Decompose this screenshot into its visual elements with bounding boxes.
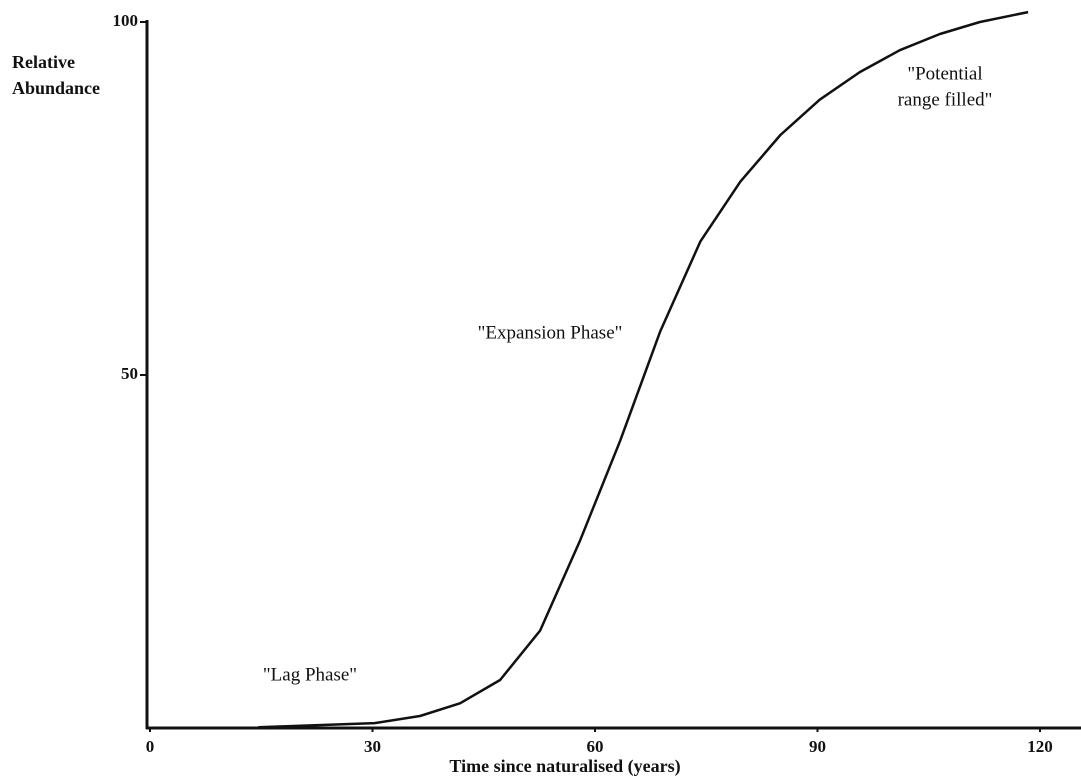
y-axis-label: Abundance — [12, 78, 100, 98]
x-tick-label: 90 — [809, 737, 826, 756]
x-tick-label: 30 — [364, 737, 381, 756]
annotation: range filled" — [898, 89, 993, 110]
x-tick-label: 120 — [1027, 737, 1053, 756]
y-tick-label: 100 — [113, 11, 139, 30]
curve — [258, 10, 1029, 729]
y-tick-label: 50 — [121, 364, 138, 383]
y-axis-label: Relative — [12, 52, 75, 72]
x-tick-label: 0 — [146, 737, 155, 756]
x-tick-label: 60 — [587, 737, 604, 756]
annotation: "Expansion Phase" — [478, 322, 623, 343]
annotation: "Lag Phase" — [263, 664, 357, 685]
x-axis-label: Time since naturalised (years) — [449, 756, 680, 777]
annotation: "Potential — [907, 63, 982, 84]
